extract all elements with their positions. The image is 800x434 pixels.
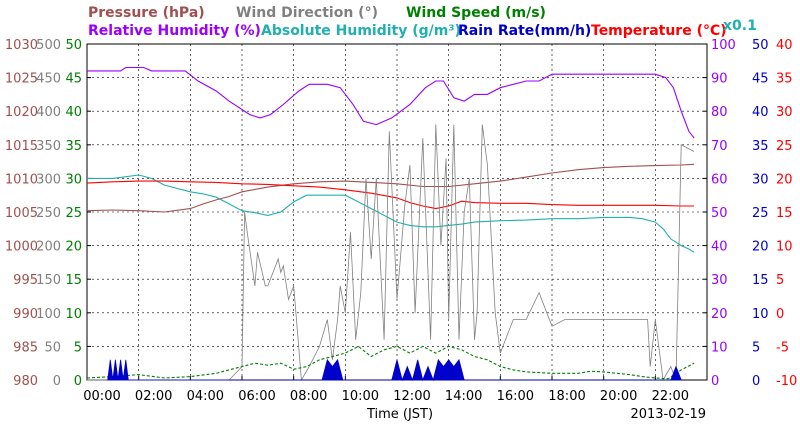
x-tick-label: 22:00	[652, 389, 689, 404]
x-axis-title: Time (JST)	[366, 407, 433, 422]
y-tick-label: 20	[65, 240, 82, 255]
y-tick-label: 200	[36, 240, 61, 255]
y-tick-label: 50	[65, 38, 82, 53]
y-tick-label: 10	[711, 340, 728, 355]
y-tick-label: 250	[36, 206, 61, 221]
x-tick-label: 00:00	[83, 389, 120, 404]
x-tick-label: 18:00	[548, 389, 585, 404]
series-relative-humidity	[87, 66, 695, 139]
y-tick-label: 10	[776, 240, 793, 255]
y-tick-label: 450	[36, 72, 61, 87]
y-tick-label: 80	[711, 105, 728, 120]
scale-note: x0.1	[723, 18, 757, 34]
y-tick-label: 50	[752, 38, 769, 53]
y-tick-label: 40	[711, 240, 728, 255]
y-tick-label: 10	[752, 307, 769, 322]
y-tick-label: 1015	[5, 139, 38, 154]
y-tick-label: 40	[776, 38, 793, 53]
x-axis-ticks: 00:00 02:00 04:00 06:00 08:00 10:00 12:00 14:00…	[83, 376, 689, 404]
y-tick-label: 70	[711, 139, 728, 154]
series-wind-speed	[86, 345, 695, 380]
y-tick-label: 50	[711, 206, 728, 221]
x-tick-label: 12:00	[393, 389, 430, 404]
y-tick-label: 350	[36, 139, 61, 154]
y-tick-label: 35	[776, 72, 793, 87]
y-tick-label: 995	[13, 273, 38, 288]
y-tick-label: 1005	[5, 206, 38, 221]
y-tick-label: 100	[36, 307, 61, 322]
y-tick-label: 30	[65, 172, 82, 187]
y-tick-label: 0	[53, 374, 61, 389]
x-tick-label: 04:00	[187, 389, 224, 404]
y-tick-label: 500	[36, 38, 61, 53]
y-tick-label: 90	[711, 72, 728, 87]
y-tick-label: 15	[776, 206, 793, 221]
chart-date: 2013-02-19	[630, 407, 706, 422]
y-tick-label: 45	[65, 72, 82, 87]
y-tick-label: 50	[44, 340, 61, 355]
y-tick-label: 0	[752, 374, 760, 389]
y-tick-label: 20	[711, 307, 728, 322]
legend-rain-rate: Rain Rate(mm/h)	[458, 23, 591, 39]
x-tick-label: 08:00	[290, 389, 327, 404]
y-tick-label: 40	[752, 105, 769, 120]
y-tick-label: 1025	[5, 72, 38, 87]
y-tick-label: -5	[776, 340, 789, 355]
y-tick-label: 20	[752, 240, 769, 255]
y-tick-label: 0	[776, 307, 784, 322]
x-tick-label: 14:00	[445, 389, 482, 404]
x-tick-label: 20:00	[600, 389, 637, 404]
legend-wind-direction: Wind Direction (°)	[236, 5, 378, 21]
legend-pressure: Pressure (hPa)	[88, 5, 205, 21]
y-tick-label: 990	[13, 307, 38, 322]
x-tick-label: 02:00	[135, 389, 172, 404]
x-tick-label: 10:00	[342, 389, 379, 404]
series-wind-direction	[87, 124, 695, 382]
y-tick-label: 45	[752, 72, 769, 87]
legend-temperature: Temperature (°C)	[591, 23, 727, 39]
y-tick-label: 300	[36, 172, 61, 187]
y-tick-label: 985	[13, 340, 38, 355]
y-tick-label: 5	[776, 273, 784, 288]
y-tick-label: 5	[74, 340, 82, 355]
y-tick-label: 5	[752, 340, 760, 355]
y-tick-label: 1020	[5, 105, 38, 120]
legend-wind-speed: Wind Speed (m/s)	[406, 5, 546, 21]
y-tick-label: 40	[65, 105, 82, 120]
y-tick-label: 30	[776, 105, 793, 120]
series-pressure	[86, 163, 695, 213]
series-temperature	[86, 180, 695, 210]
series-rain-rate	[107, 358, 682, 382]
y-tick-label: 10	[65, 307, 82, 322]
grid	[87, 44, 707, 380]
y-tick-label: 980	[13, 374, 38, 389]
y-tick-label: 400	[36, 105, 61, 120]
legend-relative-humidity: Relative Humidity (%)	[88, 23, 261, 39]
y-tick-label: 25	[65, 206, 82, 221]
x-tick-label: 06:00	[238, 389, 275, 404]
y-tick-label: 60	[711, 172, 728, 187]
y-tick-label: 150	[36, 273, 61, 288]
y-tick-label: 1000	[5, 240, 38, 255]
y-tick-label: 20	[776, 172, 793, 187]
y-tick-label: 100	[711, 38, 736, 53]
y-tick-label: 35	[65, 139, 82, 154]
y-tick-label: 1030	[5, 38, 38, 53]
y-tick-label: 0	[711, 374, 719, 389]
y-tick-label: 35	[752, 139, 769, 154]
y-tick-label: 25	[776, 139, 793, 154]
x-tick-label: 16:00	[497, 389, 534, 404]
y-tick-label: 15	[752, 273, 769, 288]
series-layer	[86, 66, 695, 382]
y-tick-label: 25	[752, 206, 769, 221]
legend-absolute-humidity: Absolute Humidity (g/m³)	[261, 23, 461, 39]
y-tick-label: 1010	[5, 172, 38, 187]
y-tick-label: -10	[776, 374, 797, 389]
y-tick-label: 30	[752, 172, 769, 187]
y-tick-label: 15	[65, 273, 82, 288]
y-tick-label: 30	[711, 273, 728, 288]
y-tick-label: 0	[74, 374, 82, 389]
